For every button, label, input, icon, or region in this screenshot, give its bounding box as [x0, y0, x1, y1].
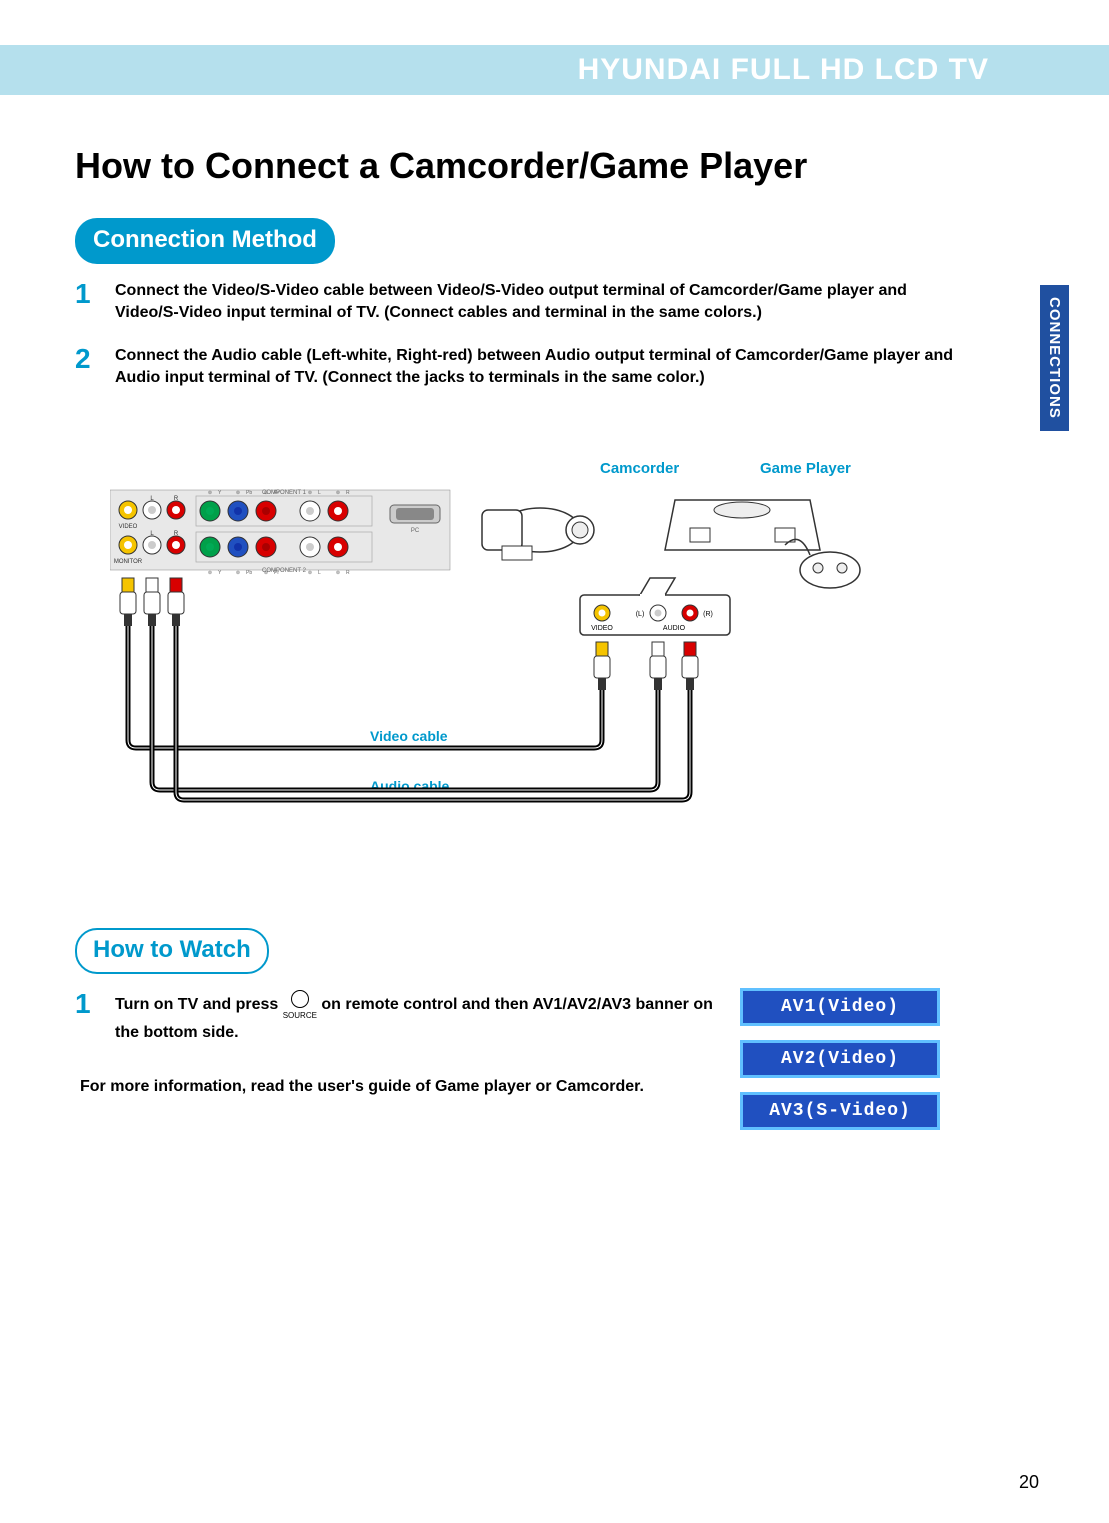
watch-text-before: Turn on TV and press — [115, 996, 283, 1013]
connection-diagram: Camcorder Game Player Video cable Audio … — [110, 450, 970, 850]
section-connection-method: Connection Method — [75, 218, 335, 264]
svg-text:COMPONENT 2: COMPONENT 2 — [262, 568, 307, 574]
camcorder-icon — [482, 508, 594, 560]
dev-plug-yellow — [594, 642, 610, 690]
game-console-icon — [665, 500, 860, 588]
svg-text:R: R — [174, 496, 179, 502]
monitor-label: MONITOR — [114, 559, 143, 565]
more-info-text: For more information, read the user's gu… — [80, 1078, 644, 1096]
svg-text:Y: Y — [218, 570, 222, 576]
step-text: Connect the Video/S-Video cable between … — [115, 280, 975, 323]
watch-step-1: 1 Turn on TV and press SOURCE on remote … — [75, 990, 715, 1046]
svg-text:⊚: ⊚ — [308, 490, 312, 496]
svg-text:⊚: ⊚ — [208, 490, 212, 496]
source-button-icon: SOURCE — [283, 990, 317, 1020]
svg-text:L: L — [318, 570, 321, 576]
video-label: VIDEO — [119, 524, 138, 530]
svg-text:(R): (R) — [703, 611, 713, 618]
page-title: How to Connect a Camcorder/Game Player — [75, 145, 807, 187]
svg-text:PC: PC — [411, 528, 420, 534]
osd-buttons: AV1(Video) AV2(Video) AV3(S-Video) — [740, 988, 940, 1130]
svg-text:⊚: ⊚ — [336, 490, 340, 496]
svg-text:⊚: ⊚ — [264, 490, 268, 496]
diagram-svg: VIDEO L R MONITOR L R COMPONENT 1 COMPON… — [110, 450, 970, 850]
dev-plug-red — [682, 642, 698, 690]
step-1: 1 Connect the Video/S-Video cable betwee… — [75, 280, 975, 323]
svg-text:VIDEO: VIDEO — [591, 625, 613, 632]
svg-text:⊚: ⊚ — [236, 490, 240, 496]
page-number: 20 — [1019, 1472, 1039, 1493]
step-number: 2 — [75, 345, 115, 388]
svg-text:Pr: Pr — [274, 490, 279, 496]
tv-plug-yellow — [120, 578, 136, 626]
header-band: HYUNDAI FULL HD LCD TV — [0, 45, 1109, 95]
svg-text:R: R — [346, 570, 350, 576]
svg-text:⊚: ⊚ — [208, 570, 212, 576]
tv-plug-red — [168, 578, 184, 626]
svg-text:R: R — [346, 490, 350, 496]
svg-text:⊚: ⊚ — [336, 570, 340, 576]
svg-text:⊚: ⊚ — [308, 570, 312, 576]
osd-av1: AV1(Video) — [740, 988, 940, 1026]
dev-plug-white — [650, 642, 666, 690]
step-number: 1 — [75, 280, 115, 323]
svg-text:Pb: Pb — [246, 570, 252, 576]
osd-av2: AV2(Video) — [740, 1040, 940, 1078]
svg-text:R: R — [174, 531, 179, 537]
connection-method-label: Connection Method — [75, 218, 335, 264]
svg-text:(L): (L) — [636, 611, 645, 618]
svg-text:COMPONENT 1: COMPONENT 1 — [262, 490, 307, 496]
svg-text:Pb: Pb — [246, 490, 252, 496]
svg-text:⊚: ⊚ — [236, 570, 240, 576]
osd-av3: AV3(S-Video) — [740, 1092, 940, 1130]
svg-text:L: L — [318, 490, 321, 496]
brand-title: HYUNDAI FULL HD LCD TV — [578, 53, 989, 87]
step-number: 1 — [75, 990, 115, 1046]
tv-plug-white — [144, 578, 160, 626]
section-how-to-watch: How to Watch — [75, 928, 269, 974]
step-text: Connect the Audio cable (Left-white, Rig… — [115, 345, 975, 388]
svg-text:⊚: ⊚ — [264, 570, 268, 576]
svg-text:Pr: Pr — [274, 570, 279, 576]
how-to-watch-label: How to Watch — [75, 928, 269, 974]
connection-steps: 1 Connect the Video/S-Video cable betwee… — [75, 280, 975, 410]
watch-step-text: Turn on TV and press SOURCE on remote co… — [115, 990, 715, 1046]
side-tab-connections: CONNECTIONS — [1040, 285, 1069, 431]
svg-text:AUDIO: AUDIO — [663, 625, 686, 632]
step-2: 2 Connect the Audio cable (Left-white, R… — [75, 345, 975, 388]
